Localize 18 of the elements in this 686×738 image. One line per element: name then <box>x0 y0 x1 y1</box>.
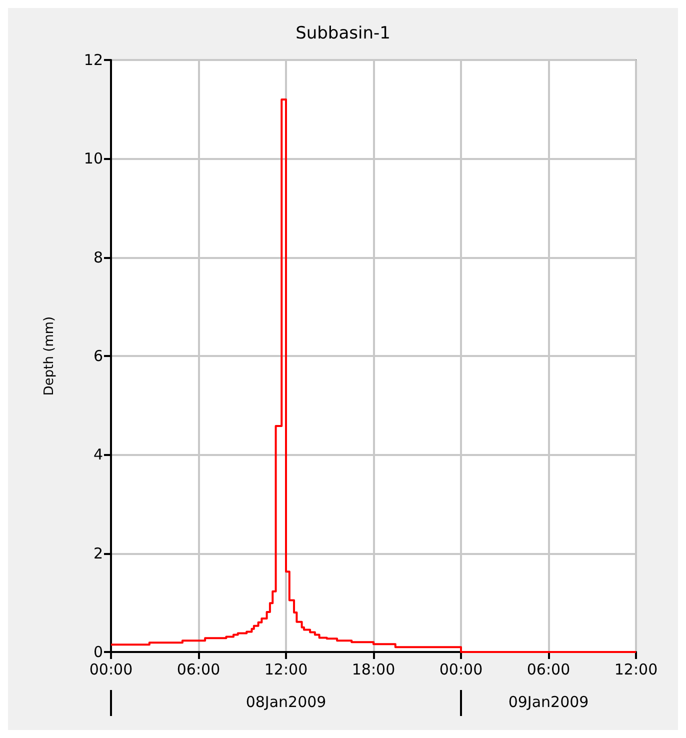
text: 08Jan2009 <box>246 693 326 711</box>
x-tick-label: 06:00 <box>526 660 570 678</box>
x-tick-label: 00:00 <box>89 660 133 678</box>
y-tick-label: 10 <box>84 150 103 168</box>
y-tick-label: 12 <box>84 51 103 69</box>
x-tick-label: 12:00 <box>264 660 308 678</box>
x-tick-label: 00:00 <box>439 660 483 678</box>
text: 09Jan2009 <box>508 693 589 711</box>
x-tick-label: 12:00 <box>614 660 658 678</box>
y-tick-label: 8 <box>93 248 103 266</box>
y-tick-label: 2 <box>93 544 103 562</box>
x-tick-label: 18:00 <box>352 660 396 678</box>
y-axis-title: Depth (mm) <box>42 316 57 396</box>
y-tick-label: 6 <box>93 347 103 365</box>
y-tick-label: 4 <box>93 446 103 464</box>
chart-title: Subbasin-1 <box>296 24 390 44</box>
x-tick-label: 06:00 <box>176 660 220 678</box>
y-tick-label: 0 <box>93 643 103 661</box>
